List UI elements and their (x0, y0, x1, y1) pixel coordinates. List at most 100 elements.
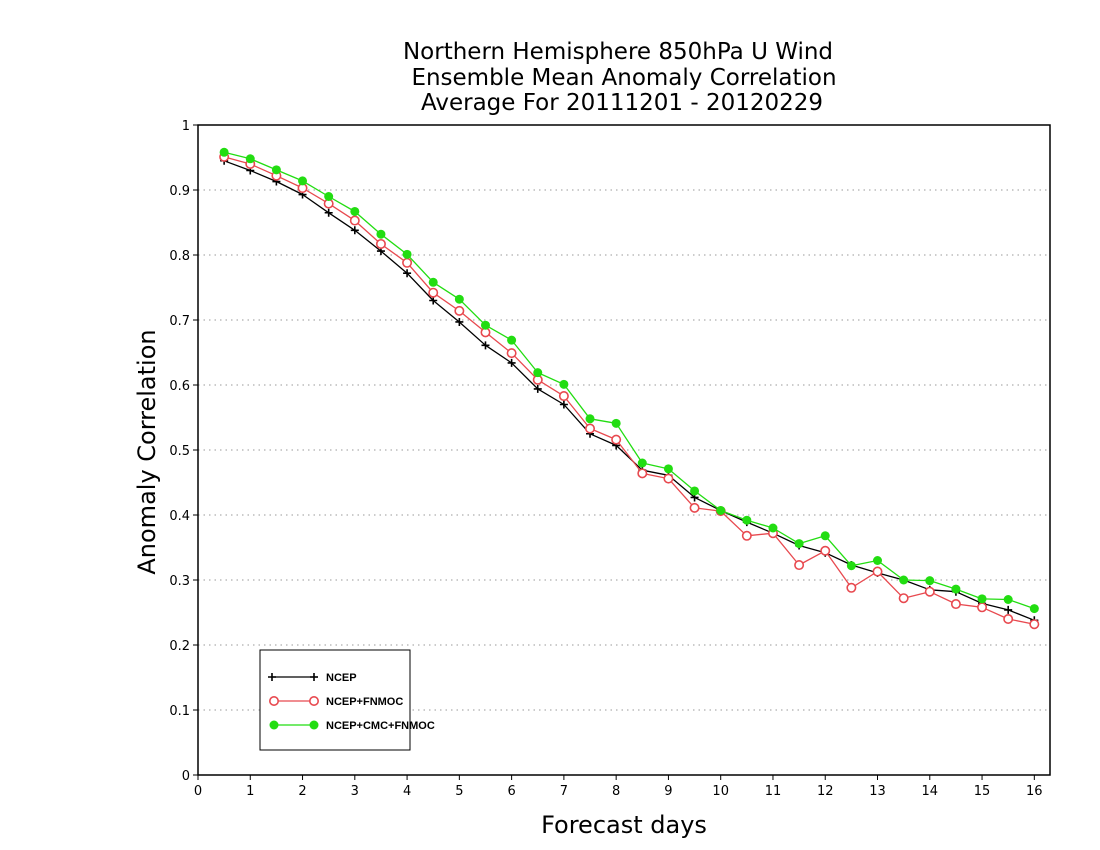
point-ncep-cmc-fnmoc-16 (637, 458, 647, 468)
series-ncep-fnmoc (219, 151, 1040, 630)
title-line-3: Average For 20111201 - 20120229 (421, 90, 823, 116)
line-ncep-cmc-fnmoc (223, 151, 1035, 610)
point-ncep-cmc-fnmoc-30 (1003, 595, 1013, 604)
x-tick-label-0: 0 (194, 784, 202, 799)
title-line-2: Ensemble Mean Anomaly Correlation (411, 65, 836, 91)
point-ncep-fnmoc-16 (637, 468, 648, 479)
point-ncep-9 (455, 317, 464, 326)
point-ncep-11 (507, 358, 516, 367)
point-ncep-cmc-fnmoc-22 (794, 539, 804, 549)
y-tick-label-0-3: 0.3 (169, 574, 190, 589)
x-tick-label-7: 7 (560, 784, 568, 799)
point-ncep-fnmoc-22 (794, 560, 805, 571)
legend-label-ncep-fnmoc: NCEP+FNMOC (326, 696, 403, 708)
point-ncep-fnmoc-26 (898, 593, 909, 604)
legend-marker-ncep (268, 673, 318, 681)
line-ncep-fnmoc (223, 156, 1035, 625)
x-tick-label-8: 8 (612, 784, 620, 799)
legend-marker-ncep-fnmoc-left (268, 695, 279, 706)
point-ncep-cmc-fnmoc-4 (324, 192, 334, 201)
point-ncep-fnmoc-20 (741, 530, 752, 541)
legend-label-ncep-cmc-fnmoc: NCEP+CMC+FNMOC (326, 720, 435, 732)
point-ncep-cmc-fnmoc-21 (768, 523, 778, 533)
point-ncep-cmc-fnmoc-25 (873, 556, 883, 565)
point-ncep-cmc-fnmoc-12 (533, 368, 543, 378)
y-tick-label-0-7: 0.7 (169, 314, 190, 329)
x-tick-label-5: 5 (455, 784, 463, 799)
y-axis-ticks: 0 0.1 0.2 0.3 0.4 0.5 0.6 0.7 0.8 0.9 1 (169, 119, 198, 784)
point-ncep-cmc-fnmoc-9 (454, 294, 464, 304)
x-tick-label-3: 3 (351, 784, 359, 799)
y-axis-label: Anomaly Correlation (133, 329, 161, 574)
point-ncep-cmc-fnmoc-10 (480, 320, 490, 330)
point-ncep-fnmoc-14 (585, 423, 596, 434)
legend-marker-ncep-cmc-fnmoc-right (309, 720, 319, 730)
point-ncep-30 (1004, 605, 1013, 614)
x-tick-label-13: 13 (869, 784, 886, 799)
point-ncep-fnmoc-15 (611, 434, 622, 445)
legend-entry-ncep-cmc-fnmoc: NCEP+CMC+FNMOC (269, 720, 435, 732)
point-ncep-fnmoc-31 (1029, 619, 1040, 630)
point-ncep-fnmoc-13 (558, 391, 569, 402)
line-ncep (223, 160, 1035, 621)
point-ncep-fnmoc-8 (428, 287, 439, 298)
y-tick-label-0-6: 0.6 (169, 379, 190, 394)
x-axis-label: Forecast days (541, 811, 707, 839)
point-ncep-fnmoc-27 (924, 586, 935, 597)
point-ncep-cmc-fnmoc-26 (899, 575, 909, 585)
y-tick-label-0: 0 (182, 769, 190, 784)
point-ncep-cmc-fnmoc-17 (663, 464, 673, 474)
data-series (219, 147, 1040, 630)
point-ncep-fnmoc-28 (950, 599, 961, 610)
point-ncep-fnmoc-5 (349, 215, 360, 226)
point-ncep-12 (533, 384, 542, 393)
x-tick-label-12: 12 (817, 784, 834, 799)
x-tick-label-9: 9 (664, 784, 672, 799)
point-ncep-cmc-fnmoc-13 (559, 379, 569, 389)
y-tick-label-0-2: 0.2 (169, 639, 190, 654)
x-tick-label-14: 14 (922, 784, 939, 799)
x-axis-ticks: 0 1 2 3 4 5 6 7 8 9 10 11 12 13 14 15 16 (194, 775, 1043, 799)
y-tick-label-0-4: 0.4 (169, 509, 190, 524)
legend-box (259, 649, 411, 751)
x-tick-label-16: 16 (1026, 784, 1043, 799)
x-tick-label-15: 15 (974, 784, 991, 799)
point-ncep-cmc-fnmoc-5 (350, 206, 360, 216)
title-line-1: Northern Hemisphere 850hPa U Wind (403, 39, 833, 65)
y-tick-label-0-1: 0.1 (169, 704, 190, 719)
point-ncep-fnmoc-29 (977, 602, 988, 613)
point-ncep-fnmoc-7 (402, 257, 413, 268)
point-ncep-cmc-fnmoc-7 (402, 249, 412, 259)
chart-title: Northern Hemisphere 850hPa U Wind Ensemb… (403, 39, 837, 116)
point-ncep-8 (429, 296, 438, 305)
legend-entry-ncep: NCEP (268, 672, 357, 684)
point-ncep-fnmoc-18 (689, 502, 700, 513)
point-ncep-cmc-fnmoc-3 (298, 176, 308, 186)
point-ncep-cmc-fnmoc-18 (690, 486, 700, 496)
x-tick-label-6: 6 (507, 784, 515, 799)
point-ncep-fnmoc-6 (375, 238, 386, 249)
legend-marker-ncep-fnmoc-right (308, 695, 319, 706)
y-tick-label-0-5: 0.5 (169, 444, 190, 459)
x-tick-label-1: 1 (246, 784, 254, 799)
legend: NCEP NCEP+FNMOC NCEP+CMC+FNMOC (259, 649, 435, 751)
x-tick-label-2: 2 (298, 784, 306, 799)
point-ncep-cmc-fnmoc-8 (428, 277, 438, 287)
y-tick-label-1: 1 (182, 119, 190, 134)
point-ncep-5 (350, 226, 359, 235)
series-ncep (220, 156, 1039, 625)
point-ncep-cmc-fnmoc-27 (925, 576, 935, 586)
point-ncep-cmc-fnmoc-19 (716, 505, 726, 515)
point-ncep-fnmoc-25 (872, 566, 883, 577)
point-ncep-fnmoc-11 (506, 348, 517, 359)
point-ncep-cmc-fnmoc-1 (245, 154, 255, 164)
point-ncep-4 (324, 208, 333, 217)
point-ncep-cmc-fnmoc-23 (820, 531, 830, 541)
legend-entry-ncep-fnmoc: NCEP+FNMOC (268, 695, 403, 708)
point-ncep-cmc-fnmoc-11 (507, 335, 517, 345)
point-ncep-fnmoc-30 (1003, 613, 1014, 624)
x-tick-label-11: 11 (765, 784, 782, 799)
x-tick-label-10: 10 (712, 784, 729, 799)
point-ncep-fnmoc-24 (846, 582, 857, 593)
